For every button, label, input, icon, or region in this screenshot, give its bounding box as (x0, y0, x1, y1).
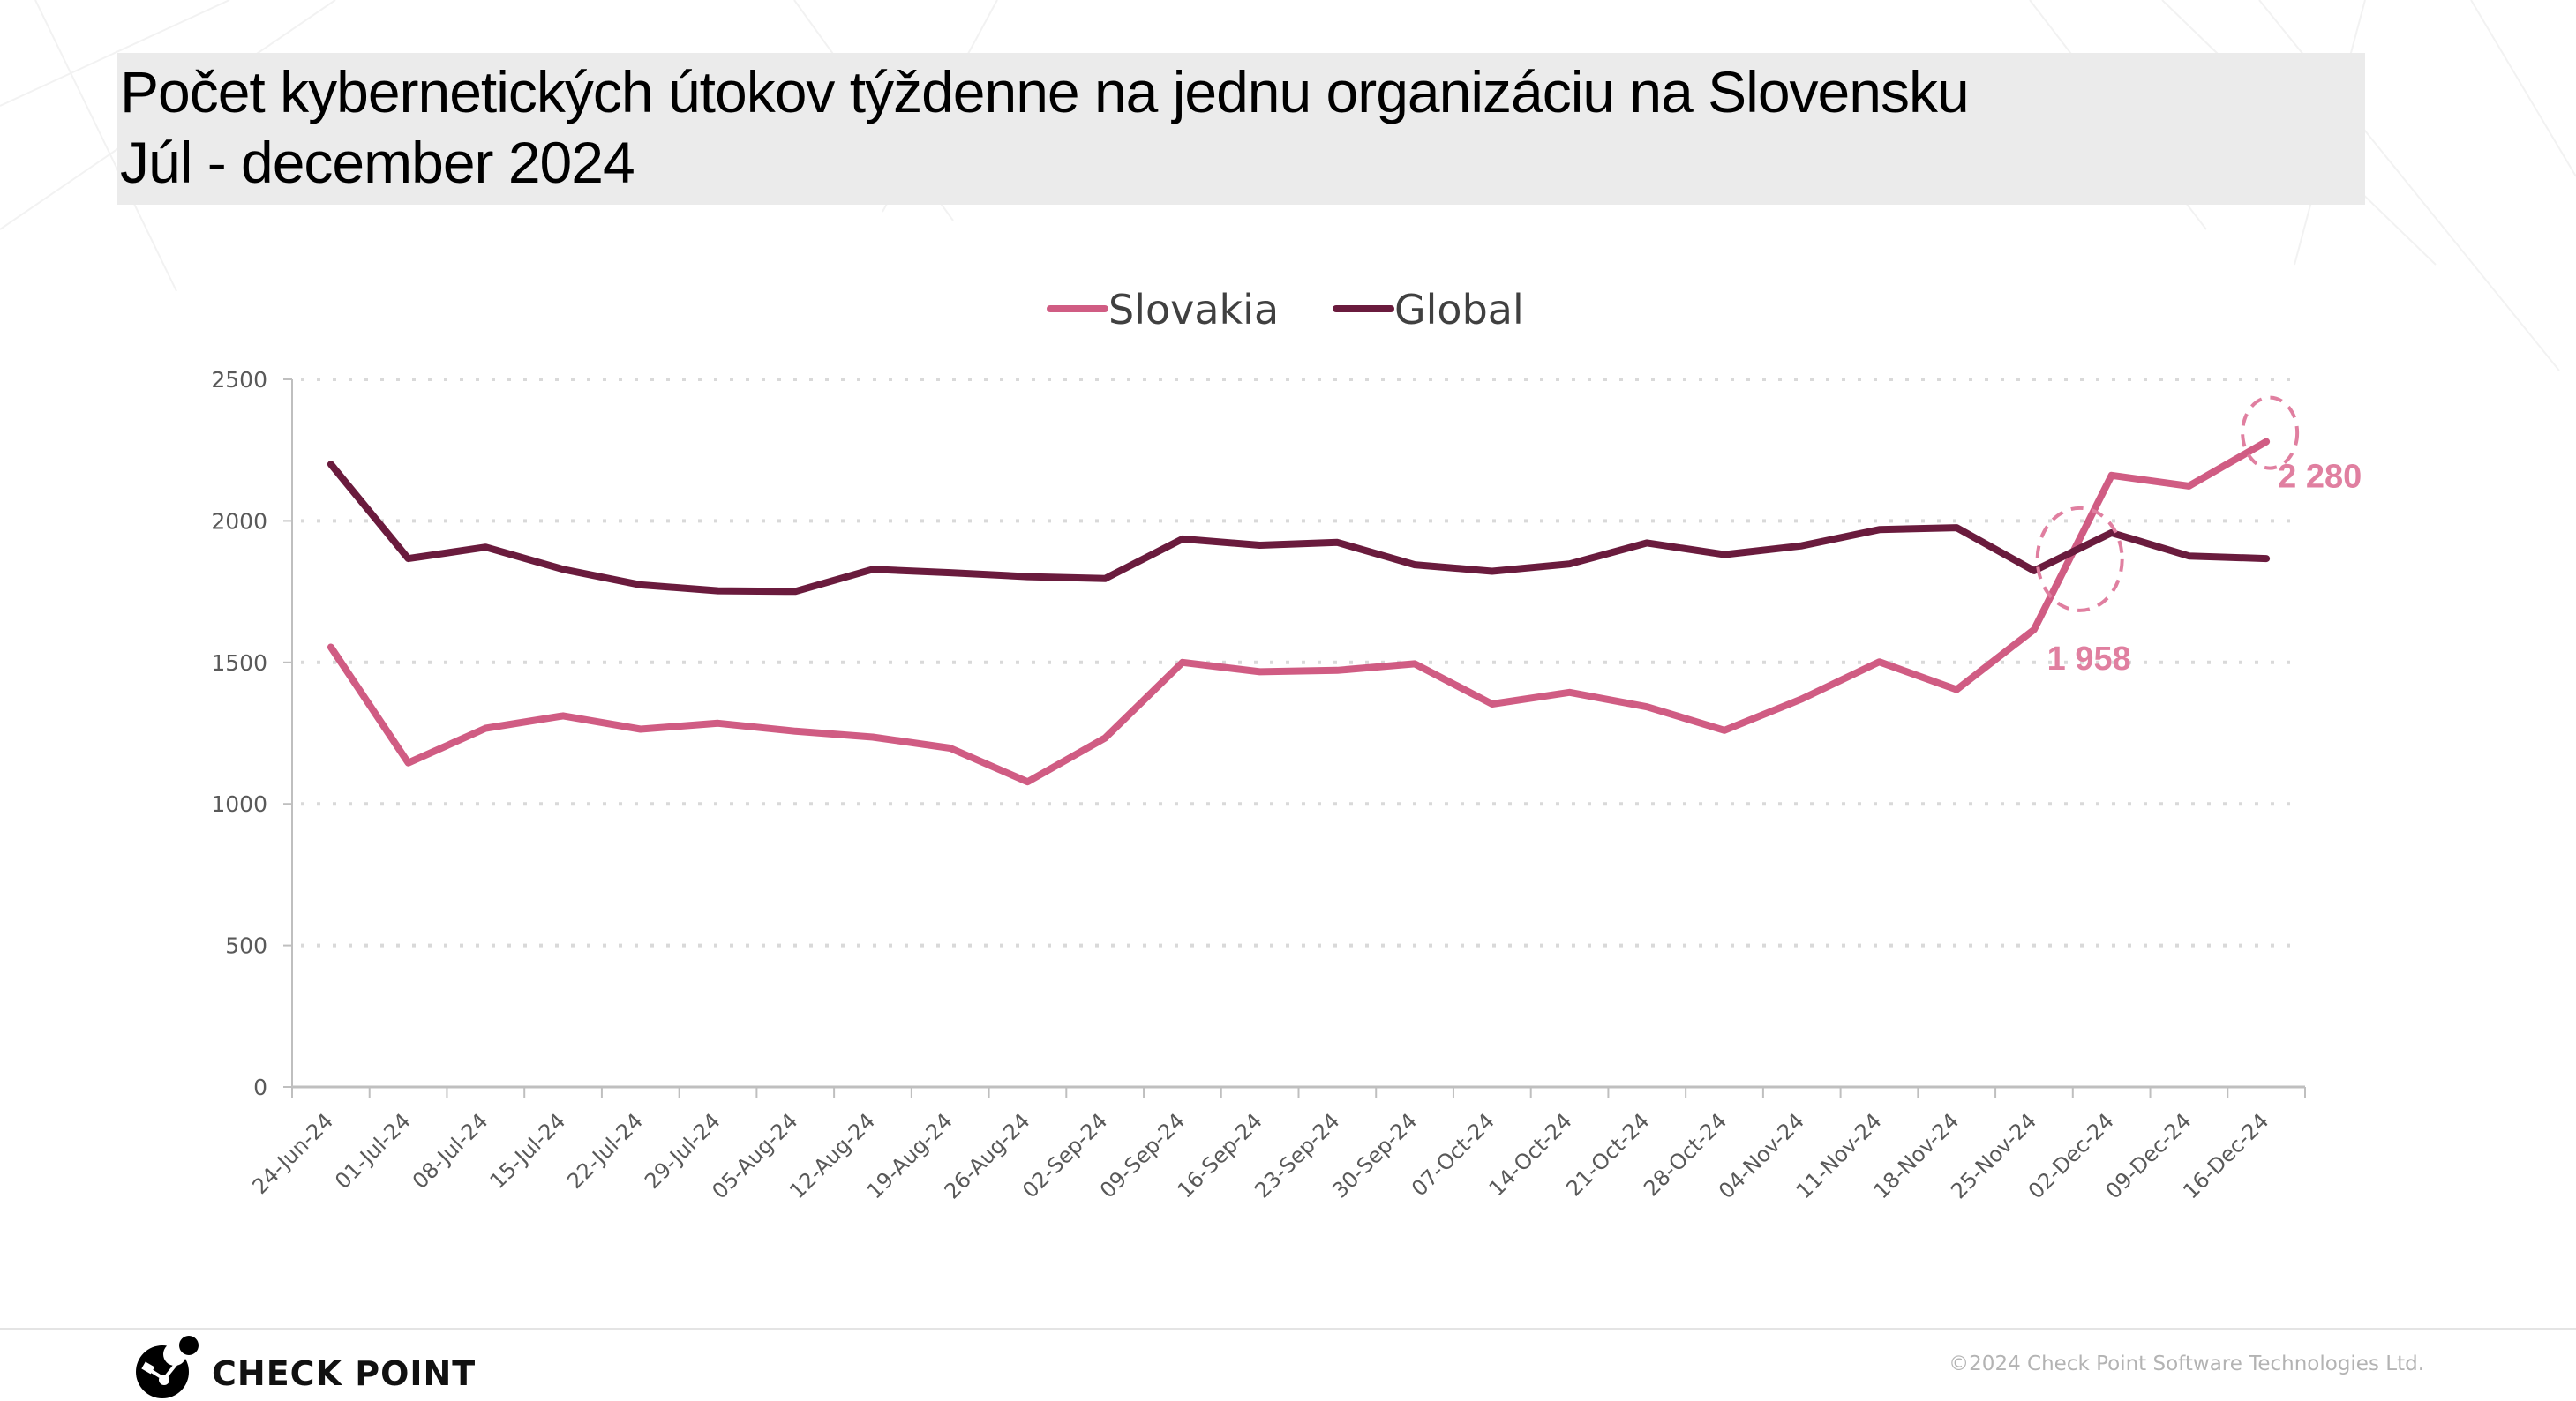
x-tick-label: 14-Oct-24 (1484, 1108, 1577, 1201)
x-tick-label: 30-Sep-24 (1327, 1108, 1422, 1202)
series-line-slovakia (327, 438, 2271, 786)
y-tick-label: 1000 (211, 791, 267, 817)
y-tick-label: 1500 (211, 650, 267, 676)
footer-divider (0, 1328, 2576, 1330)
x-tick-label: 22-Jul-24 (562, 1108, 648, 1194)
dashed-circle-highlight (2241, 395, 2300, 470)
x-tick-label: 24-Jun-24 (247, 1108, 338, 1199)
x-tick-label: 08-Jul-24 (408, 1108, 493, 1194)
x-tick-label: 15-Jul-24 (485, 1108, 571, 1194)
series-lines (327, 438, 2271, 786)
title-banner: Počet kybernetických útokov týždenne na … (117, 53, 2365, 205)
axes (283, 378, 2306, 1098)
legend-label-global: Global (1394, 286, 1524, 333)
x-tick-label: 21-Oct-24 (1561, 1108, 1654, 1201)
y-tick-label: 500 (225, 933, 267, 959)
chart-subtitle: Júl - december 2024 (120, 130, 635, 195)
y-tick-labels: 0 500 1000 1500 2000 2500 (211, 367, 267, 1100)
chart-title: Počet kybernetických útokov týždenne na … (120, 59, 1970, 124)
y-tick-label: 2000 (211, 508, 267, 534)
x-tick-label: 01-Jul-24 (330, 1108, 416, 1194)
data-label: 2 280 (2278, 459, 2362, 496)
line-chart: Slovakia Global 0 500 1000 1500 2000 2500 24-J… (211, 286, 2362, 1204)
legend: Slovakia Global (1047, 286, 1524, 333)
y-tick-label: 2500 (211, 367, 267, 393)
check-point-logo: CHECK POINT (132, 1336, 477, 1398)
y-tick-label: 0 (253, 1075, 267, 1100)
copyright-text: ©2024 Check Point Software Technologies … (1949, 1352, 2424, 1375)
check-point-logo-icon (136, 1336, 199, 1398)
x-tick-labels: 24-Jun-2401-Jul-2408-Jul-2415-Jul-2422-J… (247, 1108, 2273, 1203)
series-line-global (327, 461, 2271, 596)
data-label: 1 958 (2047, 641, 2131, 678)
dashed-circle-highlight (2035, 506, 2124, 612)
logo-text: CHECK POINT (212, 1354, 477, 1393)
legend-label-slovakia: Slovakia (1108, 286, 1279, 333)
annotations: 1 958 2 280 (2035, 395, 2362, 678)
x-tick-label: 07-Oct-24 (1407, 1108, 1499, 1201)
